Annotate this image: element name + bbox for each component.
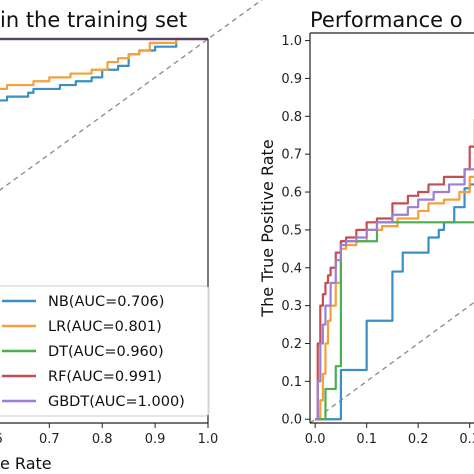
y-tick-label: 0.7 — [281, 148, 302, 163]
legend-label: NB(AUC=0.706) — [48, 294, 164, 310]
legend-label: DT(AUC=0.960) — [48, 344, 164, 360]
series-line-nb — [0, 37, 208, 102]
y-tick-label: 0.2 — [281, 337, 302, 352]
y-tick-label: 0.5 — [281, 223, 302, 238]
x-tick-label: 0.3 — [459, 432, 474, 447]
y-tick-label: 0.3 — [281, 299, 302, 314]
series-line-rf — [315, 119, 474, 421]
legend-label: GBDT(AUC=1.000) — [48, 394, 185, 410]
y-tick-label: 0.0 — [281, 413, 302, 428]
y-tick-label: 0.9 — [281, 72, 302, 87]
series-line-lr — [315, 175, 474, 421]
left-chart-title: in the training set — [0, 8, 187, 32]
series-line-lr — [0, 37, 208, 91]
series-line-dt — [315, 221, 474, 421]
x-tick-label: 0.9 — [145, 432, 166, 447]
x-tick-label: .6 — [0, 432, 3, 447]
legend-label: LR(AUC=0.801) — [48, 319, 162, 335]
y-tick-label: 0.6 — [281, 186, 302, 201]
series-line-gbdt — [315, 168, 474, 421]
x-tick-label: 0.0 — [305, 432, 326, 447]
y-tick-label: 0.8 — [281, 110, 302, 125]
right-panel: Performance o The True Positive Rate 0.0… — [258, 8, 474, 447]
x-tick-label: 0.7 — [39, 432, 60, 447]
right-y-axis-label: The True Positive Rate — [258, 139, 277, 317]
x-tick-label: 0.2 — [408, 432, 429, 447]
y-tick-label: 1.0 — [281, 34, 302, 49]
series-line-nb — [315, 183, 474, 421]
chance-diagonal-line — [309, 301, 474, 424]
legend-label: RF(AUC=0.991) — [48, 369, 162, 385]
legend: NB(AUC=0.706) LR(AUC=0.801) DT(AUC=0.960) R… — [0, 285, 210, 417]
legend-box — [0, 285, 210, 417]
x-tick-label: 1.0 — [198, 432, 219, 447]
left-panel: in the training set e Rate .6 0.7 0.8 0.9 1.… — [0, 0, 263, 473]
y-tick-label: 0.4 — [281, 261, 302, 276]
x-tick-label: 0.8 — [92, 432, 113, 447]
chance-diagonal-line — [0, 0, 263, 191]
left-x-axis-label: e Rate — [0, 454, 52, 473]
right-chart-title: Performance o — [310, 8, 463, 32]
y-tick-label: 0.1 — [281, 375, 302, 390]
x-tick-label: 0.1 — [356, 432, 377, 447]
